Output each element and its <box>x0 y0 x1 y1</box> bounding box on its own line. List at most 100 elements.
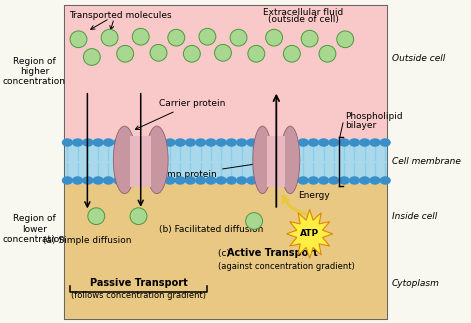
Ellipse shape <box>253 126 272 194</box>
Ellipse shape <box>337 31 354 48</box>
Circle shape <box>257 139 267 146</box>
Circle shape <box>73 177 82 184</box>
Circle shape <box>319 177 329 184</box>
Circle shape <box>288 177 298 184</box>
Text: Transported molecules: Transported molecules <box>69 11 172 20</box>
Circle shape <box>237 177 246 184</box>
Ellipse shape <box>88 208 105 224</box>
Circle shape <box>380 177 390 184</box>
Circle shape <box>309 139 318 146</box>
Circle shape <box>134 177 144 184</box>
Circle shape <box>360 139 370 146</box>
Text: ATP: ATP <box>300 229 319 238</box>
Text: Pump protein: Pump protein <box>156 161 268 179</box>
Circle shape <box>380 139 390 146</box>
Ellipse shape <box>281 126 300 194</box>
Ellipse shape <box>117 46 134 62</box>
Circle shape <box>206 177 216 184</box>
Circle shape <box>247 177 257 184</box>
FancyBboxPatch shape <box>267 136 285 187</box>
Circle shape <box>360 177 370 184</box>
Text: Region of
lower
concentration: Region of lower concentration <box>3 214 66 244</box>
Circle shape <box>104 139 114 146</box>
Text: Energy: Energy <box>299 191 330 200</box>
Circle shape <box>124 139 134 146</box>
Text: Phospholipid: Phospholipid <box>345 112 403 121</box>
Ellipse shape <box>150 45 167 61</box>
Circle shape <box>206 139 216 146</box>
Circle shape <box>186 139 195 146</box>
Ellipse shape <box>214 45 231 61</box>
Ellipse shape <box>266 29 283 46</box>
Text: Carrier protein: Carrier protein <box>135 99 225 130</box>
Circle shape <box>298 139 308 146</box>
Circle shape <box>268 177 277 184</box>
Circle shape <box>329 177 339 184</box>
Ellipse shape <box>246 213 262 229</box>
Polygon shape <box>286 210 333 258</box>
Text: (outside of cell): (outside of cell) <box>268 16 339 25</box>
Circle shape <box>196 139 205 146</box>
Ellipse shape <box>319 46 336 62</box>
Circle shape <box>73 139 82 146</box>
Circle shape <box>186 177 195 184</box>
Circle shape <box>319 139 329 146</box>
Ellipse shape <box>114 126 136 194</box>
Circle shape <box>145 177 154 184</box>
Circle shape <box>278 177 288 184</box>
Circle shape <box>93 139 103 146</box>
Circle shape <box>145 139 154 146</box>
Ellipse shape <box>70 31 87 48</box>
Circle shape <box>298 177 308 184</box>
Circle shape <box>268 139 277 146</box>
Text: Passive Transport: Passive Transport <box>89 278 187 288</box>
Ellipse shape <box>248 46 265 62</box>
Circle shape <box>104 177 114 184</box>
Circle shape <box>237 139 246 146</box>
Text: Inside cell: Inside cell <box>392 212 437 221</box>
Circle shape <box>83 177 93 184</box>
Circle shape <box>63 139 72 146</box>
FancyBboxPatch shape <box>65 5 388 319</box>
Circle shape <box>247 139 257 146</box>
FancyBboxPatch shape <box>130 136 151 187</box>
Circle shape <box>349 139 359 146</box>
Ellipse shape <box>130 208 147 224</box>
Text: Cell membrane: Cell membrane <box>392 157 461 166</box>
Text: Region of
higher
concentration: Region of higher concentration <box>3 57 66 86</box>
Text: (a) Simple diffusion: (a) Simple diffusion <box>43 236 131 245</box>
Circle shape <box>370 139 380 146</box>
Text: (b) Facilitated diffusion: (b) Facilitated diffusion <box>159 224 263 234</box>
Ellipse shape <box>101 29 118 46</box>
FancyBboxPatch shape <box>65 139 388 184</box>
Circle shape <box>329 139 339 146</box>
Ellipse shape <box>301 30 318 47</box>
FancyBboxPatch shape <box>65 184 388 319</box>
Circle shape <box>288 139 298 146</box>
Ellipse shape <box>284 46 300 62</box>
Circle shape <box>63 177 72 184</box>
Circle shape <box>114 177 123 184</box>
Circle shape <box>196 177 205 184</box>
Circle shape <box>339 139 349 146</box>
Ellipse shape <box>83 49 100 65</box>
Ellipse shape <box>132 28 149 45</box>
Ellipse shape <box>168 29 185 46</box>
Circle shape <box>227 139 236 146</box>
Circle shape <box>114 139 123 146</box>
Circle shape <box>124 177 134 184</box>
Circle shape <box>93 177 103 184</box>
Circle shape <box>309 177 318 184</box>
Circle shape <box>155 139 164 146</box>
Circle shape <box>155 177 164 184</box>
Text: bilayer: bilayer <box>345 121 376 130</box>
Text: (against concentration gradient): (against concentration gradient) <box>218 262 354 271</box>
Circle shape <box>175 139 185 146</box>
Text: Cytoplasm: Cytoplasm <box>392 279 440 288</box>
Text: Outside cell: Outside cell <box>392 54 445 63</box>
Text: (c): (c) <box>218 249 233 258</box>
Ellipse shape <box>230 29 247 46</box>
Circle shape <box>278 139 288 146</box>
Text: (follows concentration gradient): (follows concentration gradient) <box>71 291 206 300</box>
Ellipse shape <box>146 126 168 194</box>
